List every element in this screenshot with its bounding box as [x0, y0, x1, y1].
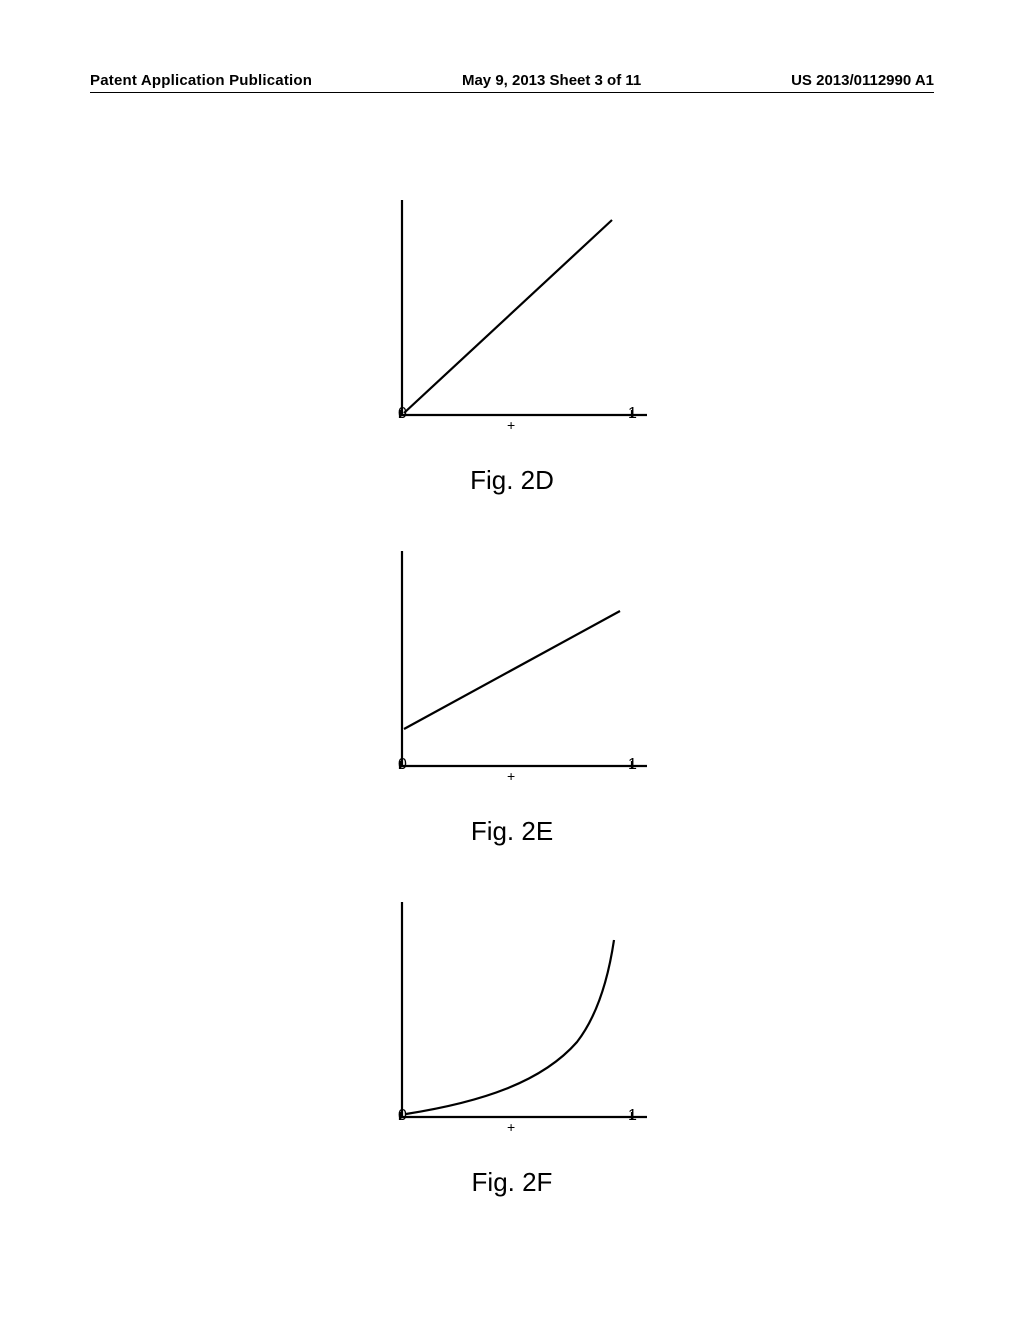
header-left: Patent Application Publication — [90, 72, 312, 89]
x-tick-1-2e: 1 — [628, 756, 637, 774]
x-tick-0-2d: 0 — [398, 405, 407, 423]
x-tick-0-2f: 0 — [398, 1107, 407, 1125]
x-tick-1-2f: 1 — [628, 1107, 637, 1125]
figure-2f: 0 1 + Fig. 2F — [362, 877, 662, 1198]
chart-2d: 0 1 + — [362, 175, 662, 465]
x-tick-1-2d: 1 — [628, 405, 637, 423]
page-header: Patent Application Publication May 9, 20… — [0, 72, 1024, 89]
header-separator — [90, 92, 934, 93]
figure-2e: 0 1 + Fig. 2E — [362, 526, 662, 847]
chart-2f: 0 1 + — [362, 877, 662, 1167]
x-tick-0-2e: 0 — [398, 756, 407, 774]
caption-2f: Fig. 2F — [362, 1167, 662, 1198]
plus-marker-2d: + — [507, 417, 515, 433]
header-right: US 2013/0112990 A1 — [791, 72, 934, 89]
plus-marker-2f: + — [507, 1119, 515, 1135]
header-center: May 9, 2013 Sheet 3 of 11 — [462, 72, 641, 89]
charts-container: 0 1 + Fig. 2D 0 1 + Fig. 2E — [0, 175, 1024, 1198]
plus-marker-2e: + — [507, 768, 515, 784]
caption-2d: Fig. 2D — [362, 465, 662, 496]
figure-2d: 0 1 + Fig. 2D — [362, 175, 662, 496]
caption-2e: Fig. 2E — [362, 816, 662, 847]
chart-2e: 0 1 + — [362, 526, 662, 816]
